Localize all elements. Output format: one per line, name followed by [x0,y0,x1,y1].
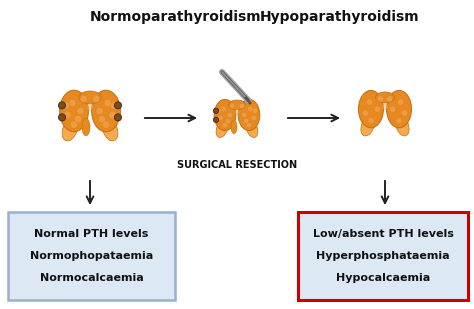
Circle shape [69,99,76,107]
Circle shape [225,118,231,124]
Circle shape [102,121,109,128]
Circle shape [382,104,388,110]
Circle shape [387,96,393,102]
Circle shape [93,95,100,103]
Circle shape [64,112,71,119]
Circle shape [390,106,396,112]
Circle shape [99,115,106,123]
Circle shape [86,104,93,111]
Text: Hyperphosphataemia: Hyperphosphataemia [316,251,450,261]
Circle shape [218,115,223,121]
Text: Normoparathyroidism: Normoparathyroidism [90,10,262,24]
Circle shape [58,114,65,121]
Text: Low/absent PTH levels: Low/absent PTH levels [312,229,454,239]
FancyBboxPatch shape [298,212,468,300]
Circle shape [252,108,258,113]
Circle shape [401,110,408,116]
Ellipse shape [361,115,375,136]
Text: Hypoparathyroidism: Hypoparathyroidism [260,10,419,24]
Text: SURGICAL RESECTION: SURGICAL RESECTION [177,160,297,170]
Circle shape [246,122,252,128]
Circle shape [396,118,402,124]
Circle shape [398,99,404,105]
Ellipse shape [238,99,260,131]
Ellipse shape [60,90,88,132]
FancyBboxPatch shape [8,212,175,300]
Circle shape [243,118,249,124]
Ellipse shape [214,99,236,131]
Circle shape [227,112,233,118]
Ellipse shape [102,118,118,141]
Ellipse shape [62,118,78,141]
Ellipse shape [231,121,237,133]
Ellipse shape [395,115,409,136]
Circle shape [110,102,118,109]
Circle shape [71,121,78,128]
Circle shape [114,114,122,121]
Ellipse shape [358,90,383,128]
Circle shape [221,106,227,112]
Circle shape [377,96,383,102]
Circle shape [241,112,247,118]
Circle shape [213,108,219,113]
Circle shape [216,108,222,113]
Circle shape [363,110,369,116]
Ellipse shape [216,120,228,138]
Ellipse shape [82,118,90,136]
Circle shape [247,106,253,112]
Ellipse shape [79,91,101,104]
Circle shape [77,108,84,115]
Ellipse shape [91,90,120,132]
Circle shape [96,108,103,115]
Text: Hypocalcaemia: Hypocalcaemia [336,273,430,283]
Circle shape [234,109,240,115]
Circle shape [213,117,219,122]
Ellipse shape [246,120,258,138]
Circle shape [239,103,245,109]
Ellipse shape [375,92,394,103]
Circle shape [229,103,235,109]
Circle shape [368,118,374,124]
Text: Normophopataemia: Normophopataemia [30,251,153,261]
Circle shape [63,102,70,109]
Circle shape [114,102,122,109]
Circle shape [251,115,256,121]
Circle shape [104,99,111,107]
Circle shape [74,115,82,123]
Ellipse shape [228,100,246,110]
Text: Normocalcaemia: Normocalcaemia [40,273,143,283]
Circle shape [222,122,228,128]
Circle shape [58,102,65,109]
Circle shape [374,106,380,112]
Text: Normal PTH levels: Normal PTH levels [34,229,149,239]
Circle shape [80,95,87,103]
Circle shape [109,112,116,119]
Circle shape [366,99,373,105]
Ellipse shape [387,90,411,128]
